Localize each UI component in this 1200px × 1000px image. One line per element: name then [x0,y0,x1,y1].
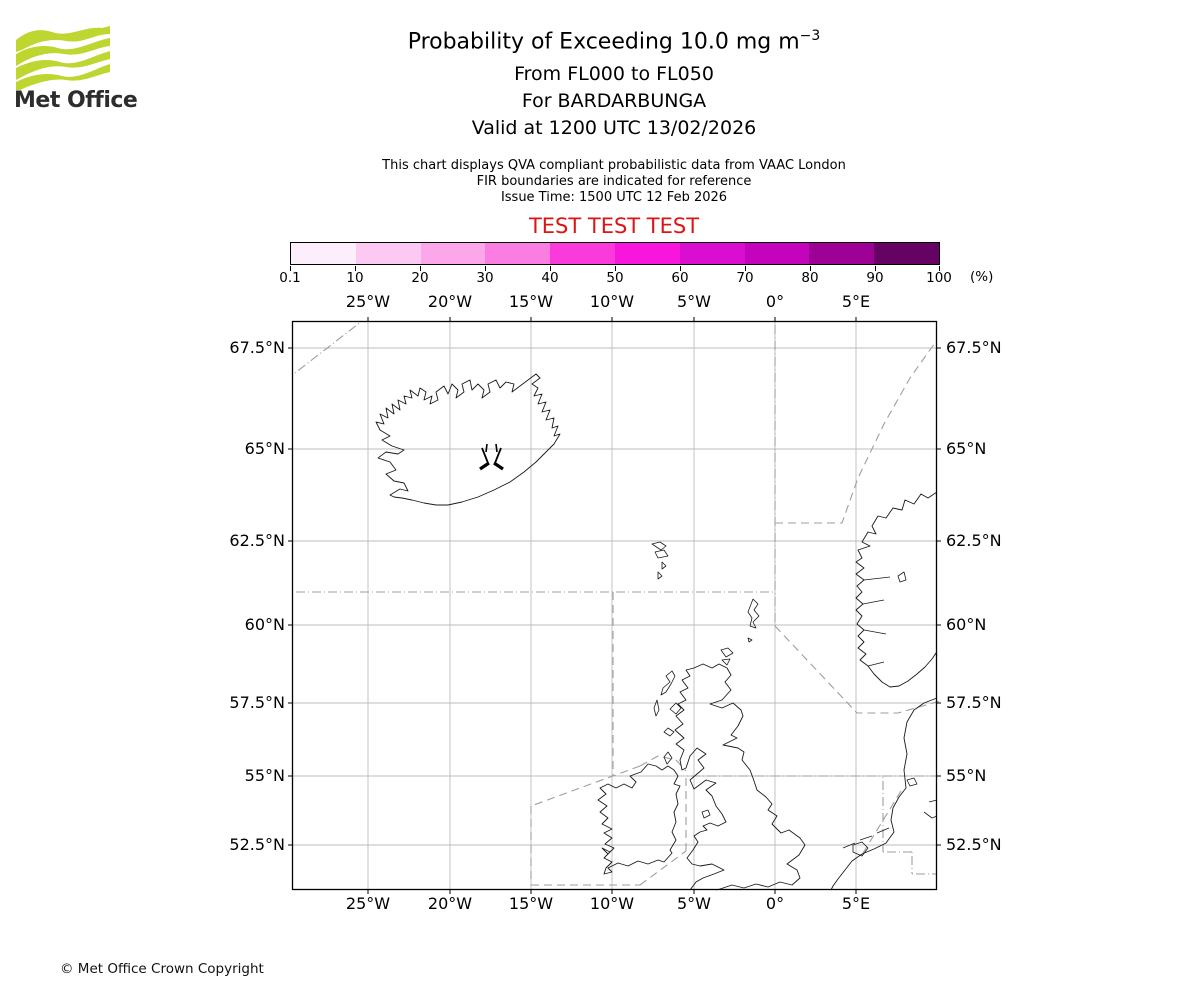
colorbar-segment [744,243,810,264]
colorbar-label: 10 [346,270,364,286]
lat-label-left: 57.5°N [229,693,285,712]
lon-label-top: 10°W [589,292,635,311]
coast-isle-of-man [701,809,711,819]
lon-label-bottom: 5°W [677,894,711,913]
colorbar-segment [355,243,421,264]
colorbar-tick [615,266,616,271]
colorbar-segment [485,243,551,264]
coast-shetland [747,598,760,643]
colorbar-tick [875,266,876,271]
lat-label-right: 67.5°N [946,338,1002,357]
lat-label-right: 62.5°N [946,531,1002,550]
map-gridlines [292,321,937,890]
colorbar-unit: (%) [970,269,994,285]
coast-norway [855,491,938,688]
coast-faroes [651,541,669,580]
volcano-marker-icon [479,443,504,471]
note-issue-time: Issue Time: 1500 UTC 12 Feb 2026 [500,190,728,205]
coast-ireland [597,763,681,875]
lat-label-left: 60°N [244,615,285,634]
title-text: Probability of Exceeding 10.0 mg m [407,29,800,55]
lat-label-left: 65°N [244,439,285,458]
lon-label-top: 15°W [508,292,554,311]
subtitle-volcano: For BARDARBUNGA [521,90,707,112]
subtitle-valid-time: Valid at 1200 UTC 13/02/2026 [471,117,757,139]
page-title: Probability of Exceeding 10.0 mg m−3 [0,28,1200,54]
lat-label-right: 52.5°N [946,835,1002,854]
lon-label-bottom: 20°W [427,894,473,913]
colorbar-segment [809,243,875,264]
lon-label-top: 0° [765,292,785,311]
met-office-logo [16,26,110,90]
colorbar-label: 40 [541,270,559,286]
coast-jutland-netherlands [830,697,938,891]
colorbar-tick [745,266,746,271]
colorbar-label: 20 [411,270,429,286]
coast-hebrides [653,670,682,765]
colorbar-label: 100 [926,270,952,286]
coast-great-britain-west [674,667,727,891]
coast-great-britain [693,663,806,891]
lon-label-bottom: 15°W [508,894,554,913]
colorbar-label: 60 [671,270,689,286]
colorbar-segment [614,243,680,264]
lat-label-left: 55°N [244,766,285,785]
lat-label-left: 67.5°N [229,338,285,357]
probability-colorbar [290,242,940,265]
lat-label-right: 65°N [946,439,987,458]
colorbar-tick [290,266,291,271]
coast-denmark-islands [906,777,938,819]
colorbar-tick [550,266,551,271]
lon-label-bottom: 0° [765,894,785,913]
colorbar-segment [679,243,745,264]
map-frame [291,320,938,891]
colorbar-tick [485,266,486,271]
coast-norway-fjords [862,571,907,667]
lon-label-top: 5°W [677,292,711,311]
lon-label-bottom: 10°W [589,894,635,913]
subtitle-flight-levels: From FL000 to FL050 [514,63,714,85]
map-canvas [288,317,941,894]
colorbar-label: 90 [866,270,884,286]
lat-label-right: 60°N [946,615,987,634]
met-office-wordmark: Met Office [14,88,138,113]
lat-label-right: 55°N [946,766,987,785]
copyright-text: © Met Office Crown Copyright [60,961,264,977]
test-banner: TEST TEST TEST [528,214,700,238]
colorbar-label: 30 [476,270,494,286]
note-qva: This chart displays QVA compliant probab… [382,158,846,173]
coastlines [375,373,938,891]
colorbar-label: 80 [801,270,819,286]
colorbar-label: 70 [736,270,754,286]
colorbar-segment [874,243,939,264]
coast-orkney [720,647,734,666]
lon-label-bottom: 5°E [841,894,871,913]
colorbar-tick [810,266,811,271]
lat-label-right: 57.5°N [946,693,1002,712]
lon-label-top: 25°W [345,292,391,311]
axis-ticks [288,317,941,894]
lon-label-top: 20°W [427,292,473,311]
coast-iceland [375,373,561,506]
coast-ijsselmeer [852,841,869,857]
colorbar-segment [420,243,486,264]
colorbar-segment [550,243,615,264]
colorbar-tick [680,266,681,271]
lat-label-left: 52.5°N [229,835,285,854]
lon-label-top: 5°E [841,292,871,311]
colorbar-label: 0.1 [279,270,301,286]
colorbar-tick [939,266,940,271]
coast-frisian-islands [842,827,890,849]
colorbar-segment [291,243,356,264]
fir-boundaries [292,320,941,886]
colorbar-tick [355,266,356,271]
logo-waves-icon [16,26,110,90]
colorbar-tick [420,266,421,271]
note-fir: FIR boundaries are indicated for referen… [476,174,752,189]
title-exponent: −3 [799,28,821,44]
lat-label-left: 62.5°N [229,531,285,550]
colorbar-label: 50 [606,270,624,286]
lon-label-bottom: 25°W [345,894,391,913]
